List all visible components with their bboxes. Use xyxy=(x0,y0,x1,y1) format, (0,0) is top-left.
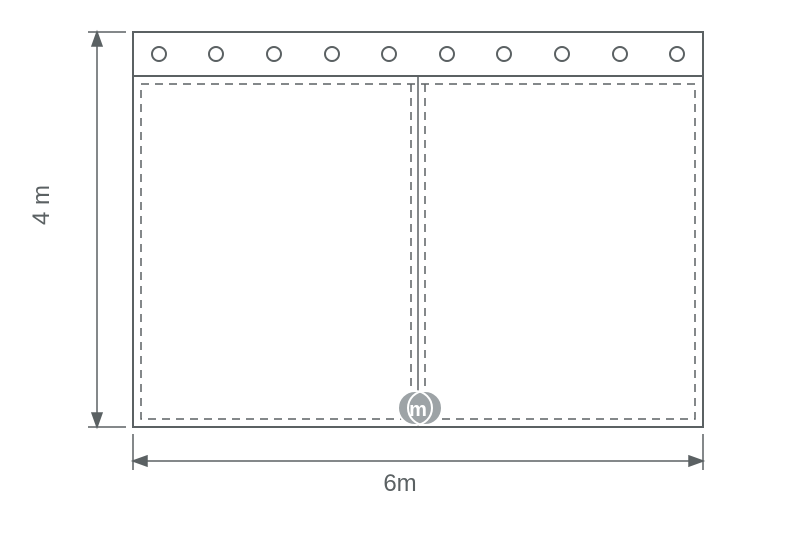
svg-text:m: m xyxy=(409,399,427,421)
dimension-width-label: 6m xyxy=(383,470,416,498)
diagram-canvas: m 6m 4 m xyxy=(0,0,800,533)
diagram-svg: m xyxy=(0,0,800,533)
dimension-height-label: 4 m xyxy=(28,185,56,225)
dimension-width xyxy=(133,434,703,470)
watermark-logo: m xyxy=(398,391,442,425)
dimension-height xyxy=(88,32,126,427)
